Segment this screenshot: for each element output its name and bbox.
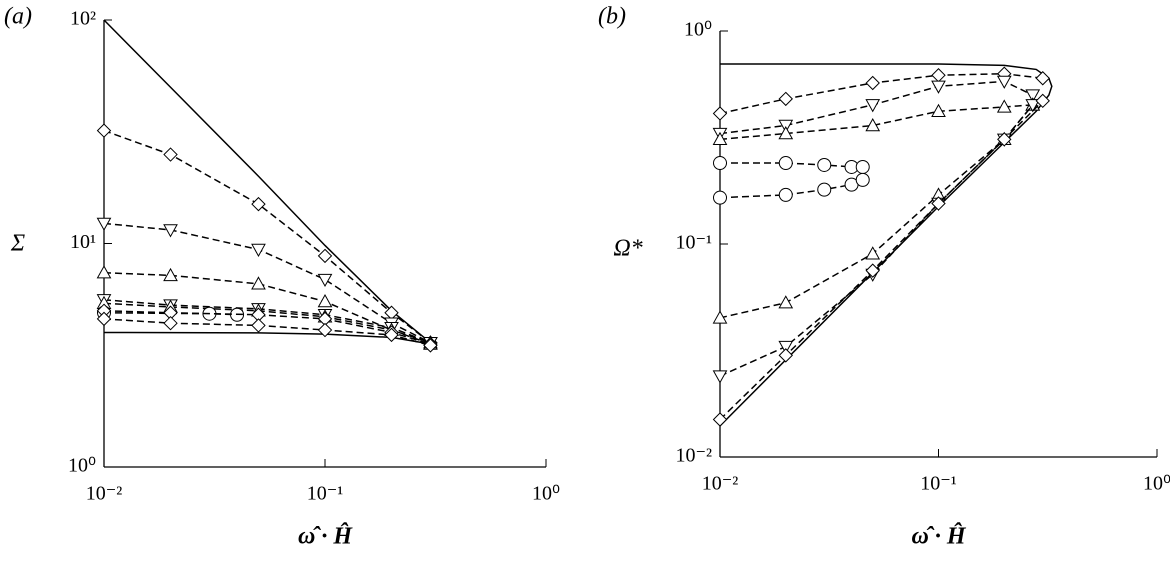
marker xyxy=(96,311,112,327)
marker xyxy=(817,182,832,197)
series-line xyxy=(719,104,1033,141)
panel-label: (a) xyxy=(4,4,32,30)
marker xyxy=(317,293,333,308)
x-tick-label: 10⁰ xyxy=(1143,473,1170,495)
marker xyxy=(865,99,881,113)
series-line xyxy=(103,299,431,344)
x-axis-label: ω̂ · Ĥ xyxy=(298,523,353,550)
series-line xyxy=(103,302,431,344)
series-line xyxy=(103,19,437,347)
y-tick-label: 10⁰ xyxy=(68,455,96,477)
marker xyxy=(251,196,266,212)
marker xyxy=(251,276,266,290)
marker xyxy=(865,263,880,278)
marker xyxy=(778,340,794,355)
marker xyxy=(384,327,399,343)
series-line xyxy=(103,318,431,347)
series-line xyxy=(103,222,431,344)
marker xyxy=(712,412,728,427)
marker xyxy=(931,103,946,117)
y-tick-label: 10⁰ xyxy=(684,19,712,41)
marker xyxy=(712,370,728,384)
marker xyxy=(778,348,793,363)
marker xyxy=(96,265,112,279)
marker xyxy=(778,156,793,171)
y-axis-label: Σ xyxy=(10,231,25,257)
x-tick-label: 10⁻² xyxy=(702,473,739,495)
marker xyxy=(855,172,870,187)
marker xyxy=(855,159,870,174)
marker xyxy=(997,132,1012,147)
series-line xyxy=(719,104,1034,319)
x-tick-label: 10⁻¹ xyxy=(920,473,957,495)
marker xyxy=(1035,71,1050,86)
marker xyxy=(713,190,727,205)
marker xyxy=(931,80,946,94)
marker xyxy=(713,156,727,171)
y-axis-label: Ω* xyxy=(613,236,642,262)
marker xyxy=(96,217,112,231)
marker xyxy=(423,338,438,353)
marker xyxy=(317,322,333,338)
y-tick-label: 10¹ xyxy=(70,231,96,253)
marker xyxy=(778,91,793,107)
x-tick-label: 10⁻² xyxy=(86,483,123,505)
marker xyxy=(778,187,793,202)
marker xyxy=(996,75,1012,89)
x-tick-label: 10⁰ xyxy=(532,483,560,505)
marker xyxy=(817,157,832,172)
panel-label: (b) xyxy=(598,4,626,30)
series-line xyxy=(719,63,1053,427)
marker xyxy=(931,68,946,83)
marker xyxy=(163,224,178,238)
marker xyxy=(163,267,178,282)
series-line xyxy=(103,129,431,344)
marker xyxy=(317,248,333,264)
y-tick-label: 10⁻¹ xyxy=(675,232,712,254)
series-line xyxy=(719,72,1043,115)
marker xyxy=(163,315,178,331)
marker xyxy=(712,106,728,121)
marker xyxy=(778,126,794,140)
marker xyxy=(865,75,880,91)
marker xyxy=(96,123,112,138)
marker xyxy=(1025,89,1041,103)
marker xyxy=(996,99,1012,113)
series-line xyxy=(719,100,1044,421)
series-line xyxy=(719,104,1034,377)
marker xyxy=(931,196,946,211)
y-tick-label: 10² xyxy=(70,8,96,30)
marker xyxy=(251,318,266,333)
marker xyxy=(865,117,881,132)
x-axis-label: ω̂ · Ĥ xyxy=(911,523,966,550)
marker xyxy=(865,246,881,260)
series-line xyxy=(719,80,1034,135)
marker xyxy=(1035,93,1050,109)
y-tick-label: 10⁻² xyxy=(675,445,712,467)
marker xyxy=(163,147,178,162)
marker xyxy=(712,131,728,146)
series-line xyxy=(103,310,431,345)
marker xyxy=(712,310,728,324)
x-tick-label: 10⁻¹ xyxy=(307,483,344,505)
marker xyxy=(1025,99,1041,113)
marker xyxy=(251,243,266,258)
marker xyxy=(778,295,794,309)
marker xyxy=(384,305,399,320)
marker xyxy=(317,273,333,288)
